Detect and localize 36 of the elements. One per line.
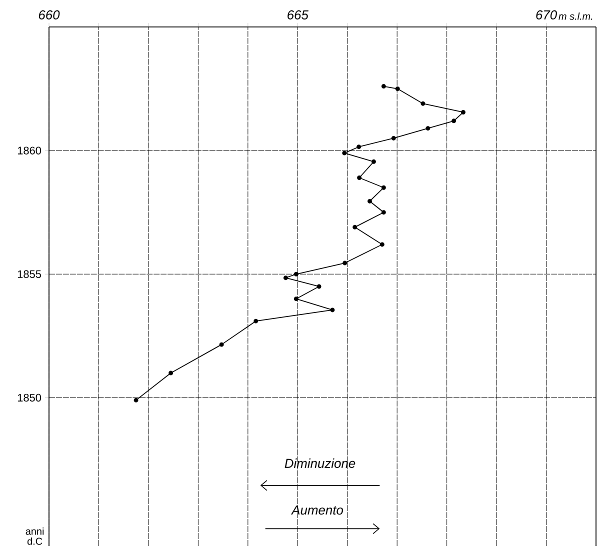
point — [342, 150, 347, 156]
x-tick-label: 665 — [288, 10, 308, 20]
point — [316, 284, 322, 289]
x-tick-label: 660 — [38, 10, 60, 20]
annotation: Aumento — [290, 506, 344, 515]
point — [357, 175, 362, 180]
point — [371, 159, 376, 164]
x-axis-title: m s.l.m. — [558, 12, 592, 20]
y-tick-label: 1850 — [18, 394, 42, 402]
point — [356, 144, 362, 150]
point — [395, 86, 400, 92]
point — [452, 118, 456, 124]
annotation: Diminuzione — [284, 458, 356, 468]
point — [294, 296, 298, 302]
point — [352, 224, 358, 230]
point — [381, 185, 386, 190]
y-tick-label: 1860 — [18, 146, 42, 154]
point — [219, 342, 224, 347]
point — [420, 101, 426, 106]
point — [294, 272, 298, 276]
point — [342, 260, 348, 266]
y-axis-title: anni d.C — [26, 528, 44, 545]
point — [283, 276, 288, 280]
point — [426, 126, 430, 131]
x-tick-label: 670 — [536, 10, 557, 20]
point — [381, 210, 386, 215]
point — [168, 370, 174, 376]
point — [254, 318, 258, 324]
y-tick-label: 1855 — [18, 270, 42, 278]
point — [368, 198, 372, 204]
point — [460, 110, 466, 114]
point — [391, 136, 396, 140]
point — [380, 242, 384, 247]
point — [381, 84, 386, 89]
point — [134, 398, 138, 402]
point — [330, 308, 335, 312]
